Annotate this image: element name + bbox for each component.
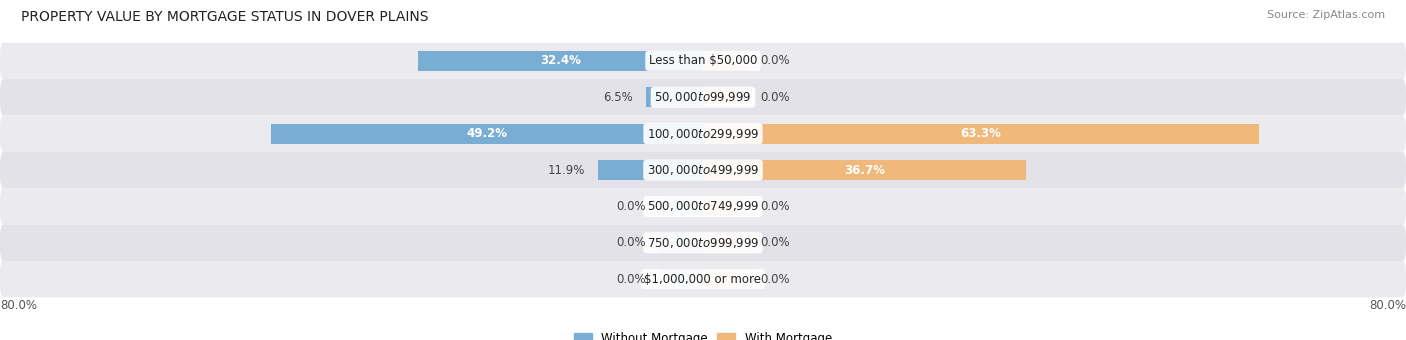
Text: 0.0%: 0.0%: [761, 273, 790, 286]
Text: 80.0%: 80.0%: [1369, 299, 1406, 312]
FancyBboxPatch shape: [0, 115, 1406, 152]
FancyBboxPatch shape: [0, 188, 1406, 225]
Bar: [703, 233, 747, 253]
Text: 0.0%: 0.0%: [616, 273, 645, 286]
FancyBboxPatch shape: [0, 225, 1406, 261]
Text: $750,000 to $999,999: $750,000 to $999,999: [647, 236, 759, 250]
Bar: [599, 160, 703, 180]
Bar: [270, 124, 703, 143]
Bar: [703, 124, 1260, 143]
Text: $500,000 to $749,999: $500,000 to $749,999: [647, 199, 759, 214]
Text: Less than $50,000: Less than $50,000: [648, 54, 758, 67]
Bar: [659, 233, 703, 253]
Text: 80.0%: 80.0%: [0, 299, 37, 312]
Text: 0.0%: 0.0%: [616, 200, 645, 213]
Bar: [659, 197, 703, 216]
Text: $1,000,000 or more: $1,000,000 or more: [644, 273, 762, 286]
Text: $50,000 to $99,999: $50,000 to $99,999: [654, 90, 752, 104]
Text: 32.4%: 32.4%: [540, 54, 581, 67]
Bar: [703, 197, 747, 216]
Text: $300,000 to $499,999: $300,000 to $499,999: [647, 163, 759, 177]
Bar: [645, 87, 703, 107]
Bar: [419, 51, 703, 71]
Legend: Without Mortgage, With Mortgage: Without Mortgage, With Mortgage: [569, 328, 837, 340]
Text: 0.0%: 0.0%: [761, 200, 790, 213]
Text: 6.5%: 6.5%: [603, 91, 633, 104]
FancyBboxPatch shape: [0, 152, 1406, 188]
Text: PROPERTY VALUE BY MORTGAGE STATUS IN DOVER PLAINS: PROPERTY VALUE BY MORTGAGE STATUS IN DOV…: [21, 10, 429, 24]
FancyBboxPatch shape: [0, 261, 1406, 298]
Text: 63.3%: 63.3%: [960, 127, 1001, 140]
Text: 49.2%: 49.2%: [467, 127, 508, 140]
FancyBboxPatch shape: [0, 42, 1406, 79]
Bar: [703, 87, 747, 107]
Bar: [703, 160, 1025, 180]
Bar: [703, 51, 747, 71]
Text: 0.0%: 0.0%: [761, 91, 790, 104]
Text: 0.0%: 0.0%: [761, 236, 790, 249]
Bar: [659, 269, 703, 289]
Text: 11.9%: 11.9%: [548, 164, 585, 176]
Text: Source: ZipAtlas.com: Source: ZipAtlas.com: [1267, 10, 1385, 20]
Text: 36.7%: 36.7%: [844, 164, 884, 176]
Text: 0.0%: 0.0%: [616, 236, 645, 249]
FancyBboxPatch shape: [0, 79, 1406, 115]
Text: 0.0%: 0.0%: [761, 54, 790, 67]
Bar: [703, 269, 747, 289]
Text: $100,000 to $299,999: $100,000 to $299,999: [647, 126, 759, 141]
